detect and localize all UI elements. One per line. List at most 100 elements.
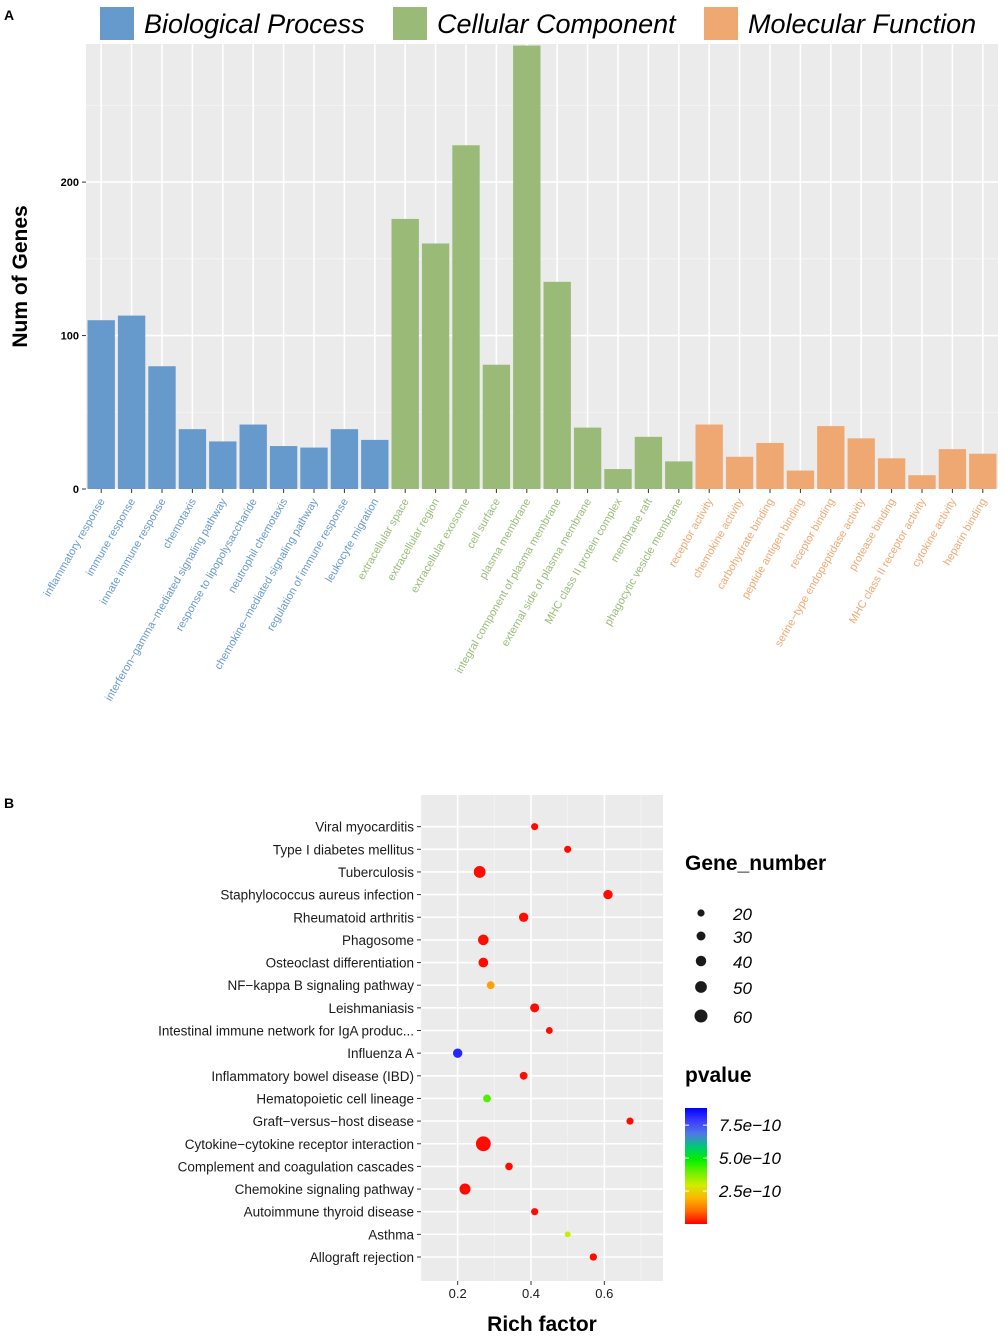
bar: [543, 281, 571, 489]
size-legend-dot: [695, 981, 707, 993]
bubble: [530, 1003, 540, 1013]
y-tick-label: Viral myocarditis: [315, 820, 414, 835]
y-tick-label: Influenza A: [347, 1046, 414, 1061]
colorbar-label: 7.5e−10: [719, 1116, 781, 1135]
bubble: [545, 1027, 553, 1034]
bar: [786, 470, 815, 489]
y-tick-label: Type I diabetes mellitus: [273, 842, 414, 857]
bar: [300, 447, 328, 489]
y-tick-label: Staphylococcus aureus infection: [220, 888, 414, 903]
bubble: [589, 1253, 598, 1261]
bar: [421, 243, 450, 489]
bubble: [518, 912, 529, 922]
y-tick-label: Cytokine−cytokine receptor interaction: [185, 1137, 414, 1152]
bubble-chart: Allograft rejection Asthma Autoimmune thyr…: [158, 795, 663, 1336]
bar: [391, 218, 419, 489]
bar: [817, 426, 845, 489]
y-tick-label: NF−kappa B signaling pathway: [228, 978, 415, 993]
bubble: [478, 934, 489, 946]
panel-a-label: A: [4, 7, 14, 23]
colorbar-label: 2.5e−10: [718, 1182, 781, 1201]
y-tick-label: Chemokine signaling pathway: [235, 1182, 415, 1197]
y-tick-label: Autoimmune thyroid disease: [244, 1205, 414, 1220]
bar: [117, 315, 146, 489]
bar: [361, 439, 389, 489]
bar: [847, 438, 875, 489]
legend-label: Biological Process: [144, 9, 365, 39]
y-tick-label: Hematopoietic cell lineage: [256, 1091, 414, 1106]
bubble: [564, 1231, 571, 1238]
y-axis-title: Num of Genes: [9, 205, 32, 347]
x-tick-label: 0.4: [522, 1286, 540, 1301]
size-legend-dot: [697, 909, 705, 917]
y-tick-label: Allograft rejection: [310, 1250, 414, 1265]
y-tick-label: Asthma: [368, 1227, 414, 1242]
plot-background: [86, 44, 998, 489]
bar: [695, 424, 723, 489]
size-legend-label: 60: [733, 1008, 752, 1027]
bubble-legend: Gene_number 20 30 40 50 60 pvalue 7.5e−10 5.0e−1…: [685, 852, 826, 1224]
bubble: [626, 1117, 634, 1125]
bubble: [603, 889, 613, 900]
bar: [604, 469, 632, 489]
group-legend: Biological Process Cellular Component Mole…: [100, 7, 976, 40]
bubble: [478, 957, 489, 968]
legend-swatch: [393, 7, 427, 40]
bar: [908, 475, 936, 489]
bar: [513, 45, 541, 489]
panel-b-label: B: [4, 795, 14, 811]
x-tick-label: carbohydrate binding: [715, 497, 777, 592]
bubble: [473, 866, 486, 878]
y-tick-label: Rheumatoid arthritis: [293, 910, 414, 925]
bar: [87, 320, 115, 489]
y-tick-label: 100: [61, 331, 79, 343]
bar: [482, 364, 511, 489]
bubble: [531, 823, 539, 831]
size-legend-label: 30: [733, 928, 752, 947]
y-tick-label: Complement and coagulation cascades: [178, 1159, 415, 1174]
legend-swatch: [100, 7, 134, 40]
color-legend-title: pvalue: [685, 1064, 752, 1087]
bar: [877, 458, 906, 489]
bar: [148, 366, 176, 489]
x-tick-label: extracellular exosome: [409, 497, 473, 596]
size-legend-label: 50: [733, 979, 752, 998]
bubble: [459, 1183, 471, 1195]
bar: [452, 145, 480, 489]
colorbar: [685, 1108, 707, 1224]
legend-swatch: [704, 7, 738, 40]
size-legend-label: 20: [732, 905, 752, 924]
legend-label: Cellular Component: [437, 9, 677, 39]
bubble: [505, 1162, 513, 1171]
bar: [269, 446, 298, 489]
size-legend-dot: [695, 955, 707, 967]
bar: [665, 461, 693, 489]
bar: [725, 456, 754, 489]
bubble: [564, 845, 572, 853]
y-tick-label: Inflammatory bowel disease (IBD): [211, 1069, 414, 1084]
bar: [209, 441, 237, 489]
bar: [178, 429, 207, 489]
size-legend-title: Gene_number: [685, 852, 826, 875]
x-tick-label: 0.6: [595, 1286, 613, 1301]
y-tick-label: Intestinal immune network for IgA produc…: [158, 1024, 414, 1039]
x-tick-label: 0.2: [449, 1286, 467, 1301]
bubble: [519, 1071, 528, 1080]
y-tick-label: 0: [73, 484, 79, 496]
colorbar-label: 5.0e−10: [719, 1149, 781, 1168]
bar: [756, 442, 784, 489]
bubble: [452, 1048, 463, 1058]
size-legend-dot: [696, 931, 706, 941]
y-tick-label: Phagosome: [342, 933, 414, 948]
y-tick-label: Graft−versus−host disease: [253, 1114, 414, 1129]
bubble: [486, 981, 495, 990]
bar: [634, 436, 663, 489]
y-tick-label: Leishmaniasis: [328, 1001, 414, 1016]
bar: [330, 429, 359, 489]
bubble: [483, 1094, 491, 1103]
bar: [239, 424, 267, 489]
bubble: [475, 1136, 491, 1152]
size-legend-label: 40: [733, 953, 752, 972]
